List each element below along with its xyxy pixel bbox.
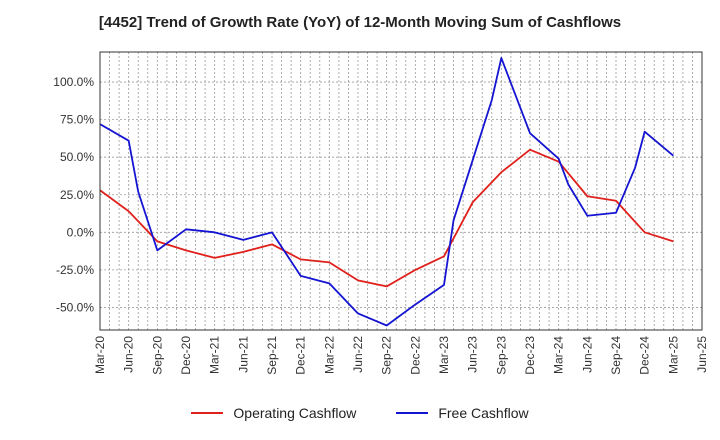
- legend: Operating Cashflow Free Cashflow: [0, 405, 720, 421]
- x-tick-label: Jun-25: [695, 336, 709, 373]
- y-tick-label: 0.0%: [67, 225, 95, 239]
- x-tick-label: Jun-23: [466, 336, 480, 373]
- y-tick-label: 100.0%: [53, 75, 94, 89]
- series-line-operating-cashflow: [99, 148, 674, 288]
- x-tick-label: Jun-24: [580, 336, 594, 373]
- legend-item-operating-cashflow: Operating Cashflow: [191, 405, 356, 421]
- x-tick-label: Dec-23: [523, 336, 537, 375]
- x-tick-label: Jun-21: [236, 336, 250, 373]
- x-tick-label: Mar-22: [322, 336, 336, 374]
- x-tick-label: Dec-20: [179, 336, 193, 375]
- plot-frame: [99, 51, 703, 331]
- y-tick-label: -50.0%: [56, 300, 94, 314]
- y-tick-label: -25.0%: [56, 263, 94, 277]
- plot-area: [100, 52, 702, 330]
- x-tick-label: Jun-20: [122, 336, 136, 373]
- y-tick-label: 75.0%: [60, 113, 94, 127]
- chart-title: [4452] Trend of Growth Rate (YoY) of 12-…: [98, 14, 622, 31]
- x-tick-label: Mar-20: [93, 336, 107, 374]
- x-tick-label: Mar-23: [437, 336, 451, 374]
- x-tick-label: Jun-22: [351, 336, 365, 373]
- x-tick-label: Sep-24: [609, 336, 623, 375]
- x-tick-label: Sep-22: [380, 336, 394, 375]
- y-tick-label: 25.0%: [60, 188, 94, 202]
- legend-swatch-operating-cashflow: [191, 412, 224, 414]
- x-tick-label: Mar-21: [208, 336, 222, 374]
- x-tick-label: Dec-24: [638, 336, 652, 375]
- legend-label-operating-cashflow: Operating Cashflow: [233, 405, 357, 421]
- x-tick-label: Dec-21: [294, 336, 308, 375]
- x-tick-label: Mar-25: [666, 336, 680, 374]
- x-tick-label: Dec-22: [408, 336, 422, 375]
- y-tick-label: 50.0%: [60, 150, 94, 164]
- legend-item-free-cashflow: Free Cashflow: [396, 405, 529, 421]
- series-line-free-cashflow: [99, 57, 674, 327]
- legend-swatch-free-cashflow: [396, 412, 429, 414]
- legend-label-free-cashflow: Free Cashflow: [438, 405, 529, 421]
- x-tick-label: Sep-20: [150, 336, 164, 375]
- x-tick-label: Sep-23: [494, 336, 508, 375]
- x-tick-label: Sep-21: [265, 336, 279, 375]
- x-tick-label: Mar-24: [552, 336, 566, 374]
